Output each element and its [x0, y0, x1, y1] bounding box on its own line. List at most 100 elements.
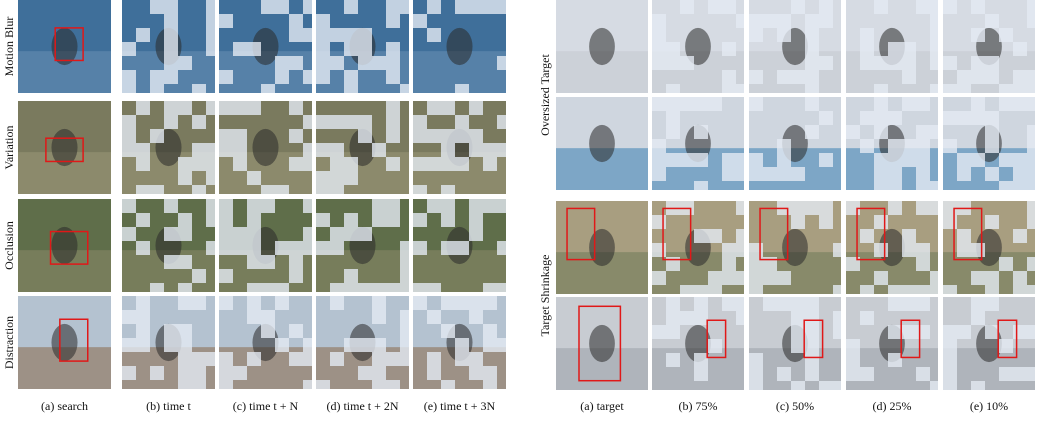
masked-patch: [805, 311, 819, 325]
masked-patch: [206, 199, 215, 213]
masked-patch: [233, 143, 247, 157]
masked-patch: [497, 199, 506, 213]
masked-patch: [888, 111, 902, 125]
masked-patch: [122, 84, 136, 93]
masked-patch: [344, 227, 358, 241]
masked-patch: [874, 0, 888, 14]
masked-patch: [777, 70, 791, 84]
masked-patch: [303, 380, 312, 389]
masked-patch: [344, 213, 358, 227]
masked-patch: [791, 381, 805, 390]
masked-patch: [192, 115, 206, 129]
masked-patch: [985, 325, 999, 339]
masked-patch: [1013, 285, 1027, 294]
masked-patch: [860, 139, 874, 153]
masked-patch: [680, 285, 694, 294]
masked-patch: [150, 84, 164, 93]
masked-patch: [206, 0, 215, 14]
masked-patch: [874, 125, 888, 139]
masked-patch: [819, 215, 833, 229]
masked-patch: [985, 215, 999, 229]
masked-patch: [833, 243, 841, 257]
masked-patch: [344, 28, 358, 42]
masked-patch: [943, 111, 957, 125]
masked-patch: [441, 296, 455, 310]
masked-patch: [777, 14, 791, 28]
masked-patch: [136, 213, 150, 227]
masked-patch: [275, 185, 289, 194]
row-label: Variation: [2, 126, 16, 170]
masked-patch: [652, 271, 666, 285]
masked-patch: [330, 352, 344, 366]
masked-patch: [999, 257, 1013, 271]
masked-patch: [694, 229, 708, 243]
row-label: Oversized Target: [538, 53, 552, 135]
masked-patch: [247, 42, 261, 56]
masked-patch: [1013, 167, 1027, 181]
masked-patch: [888, 297, 902, 311]
masked-patch: [930, 381, 938, 390]
masked-patch: [749, 243, 763, 257]
masked-patch: [164, 199, 178, 213]
masked-patch: [316, 380, 330, 389]
masked-patch: [694, 367, 708, 381]
masked-patch: [372, 143, 386, 157]
masked-patch: [930, 42, 938, 56]
masked-patch: [469, 199, 483, 213]
masked-patch: [874, 84, 888, 93]
masked-patch: [805, 353, 819, 367]
masked-patch: [122, 366, 136, 380]
masked-patch: [413, 283, 427, 292]
masked-patch: [122, 129, 136, 143]
masked-patch: [791, 201, 805, 215]
masked-patch: [427, 157, 441, 171]
masked-patch: [469, 352, 483, 366]
masked-patch: [805, 84, 819, 93]
masked-patch: [1027, 285, 1035, 294]
masked-patch: [483, 324, 497, 338]
masked-patch: [694, 297, 708, 311]
masked-patch: [930, 285, 938, 294]
masked-patch: [971, 243, 985, 257]
masked-patch: [971, 28, 985, 42]
masked-patch: [708, 229, 722, 243]
masked-patch: [943, 339, 957, 353]
masked-patch: [469, 310, 483, 324]
masked-patch: [219, 380, 233, 389]
masked-patch: [261, 283, 275, 292]
masked-patch: [916, 243, 930, 257]
masked-patch: [303, 115, 312, 129]
target-object: [782, 228, 808, 267]
masked-patch: [985, 139, 999, 153]
masked-patch: [1013, 42, 1027, 56]
masked-patch: [469, 296, 483, 310]
masked-patch: [219, 296, 233, 310]
masked-patch: [164, 101, 178, 115]
masked-patch: [178, 213, 192, 227]
masked-patch: [860, 229, 874, 243]
masked-patch: [777, 297, 791, 311]
masked-patch: [874, 215, 888, 229]
masked-patch: [441, 129, 455, 143]
masked-patch: [289, 56, 303, 70]
masked-patch: [694, 97, 708, 111]
target-object: [589, 228, 615, 267]
masked-patch: [358, 115, 372, 129]
masked-patch: [916, 153, 930, 167]
masked-patch: [427, 129, 441, 143]
masked-patch: [483, 380, 497, 389]
masked-patch: [261, 310, 275, 324]
masked-patch: [985, 271, 999, 285]
column-caption: (c) 50%: [776, 399, 814, 413]
masked-patch: [1013, 84, 1027, 93]
masked-patch: [358, 56, 372, 70]
masked-patch: [233, 42, 247, 56]
masked-patch: [316, 213, 330, 227]
masked-patch: [666, 325, 680, 339]
masked-patch: [400, 352, 409, 366]
masked-patch: [874, 167, 888, 181]
masked-patch: [206, 213, 215, 227]
masked-patch: [708, 271, 722, 285]
bounding-box: [578, 305, 622, 382]
masked-patch: [957, 243, 971, 257]
